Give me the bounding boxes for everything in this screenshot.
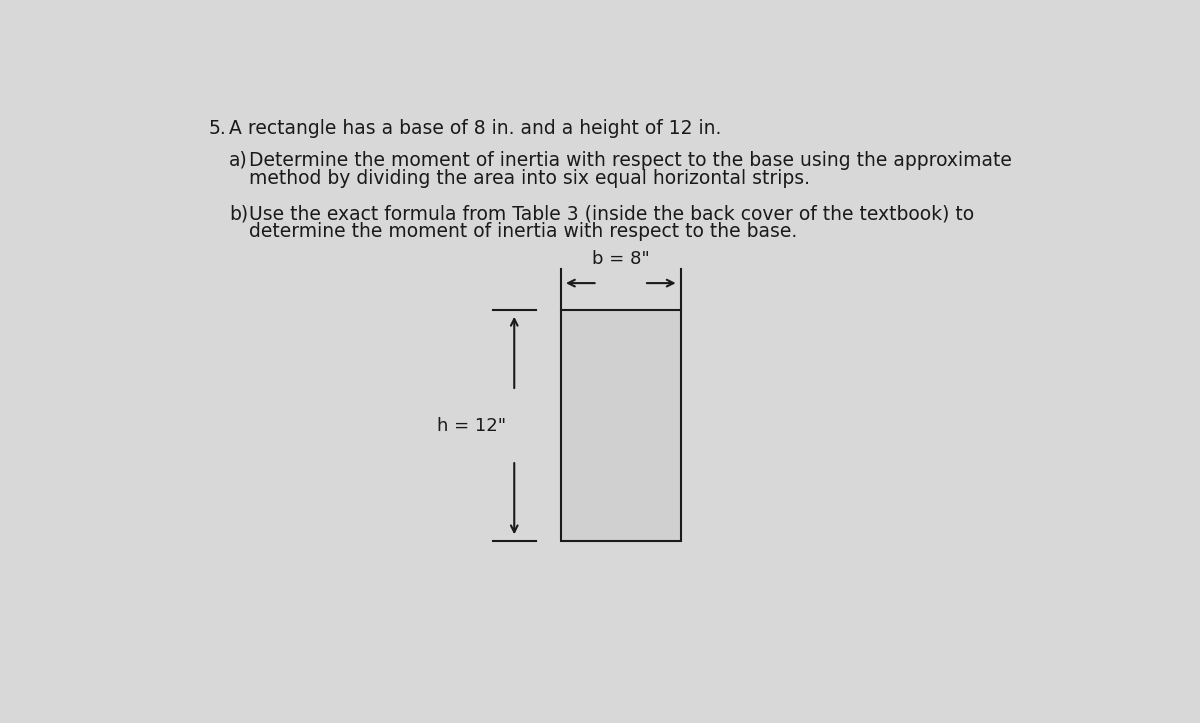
Text: A rectangle has a base of 8 in. and a height of 12 in.: A rectangle has a base of 8 in. and a he… bbox=[229, 119, 721, 138]
Text: Use the exact formula from Table 3 (inside the back cover of the textbook) to: Use the exact formula from Table 3 (insi… bbox=[250, 204, 974, 223]
Text: b): b) bbox=[229, 204, 248, 223]
Text: h = 12": h = 12" bbox=[437, 416, 506, 435]
Text: b = 8": b = 8" bbox=[592, 249, 649, 268]
Text: 5.: 5. bbox=[208, 119, 226, 138]
Text: Determine the moment of inertia with respect to the base using the approximate: Determine the moment of inertia with res… bbox=[250, 151, 1012, 170]
Text: method by dividing the area into six equal horizontal strips.: method by dividing the area into six equ… bbox=[250, 168, 810, 188]
Text: a): a) bbox=[229, 151, 248, 170]
Bar bbox=[560, 310, 680, 541]
Text: determine the moment of inertia with respect to the base.: determine the moment of inertia with res… bbox=[250, 222, 798, 241]
